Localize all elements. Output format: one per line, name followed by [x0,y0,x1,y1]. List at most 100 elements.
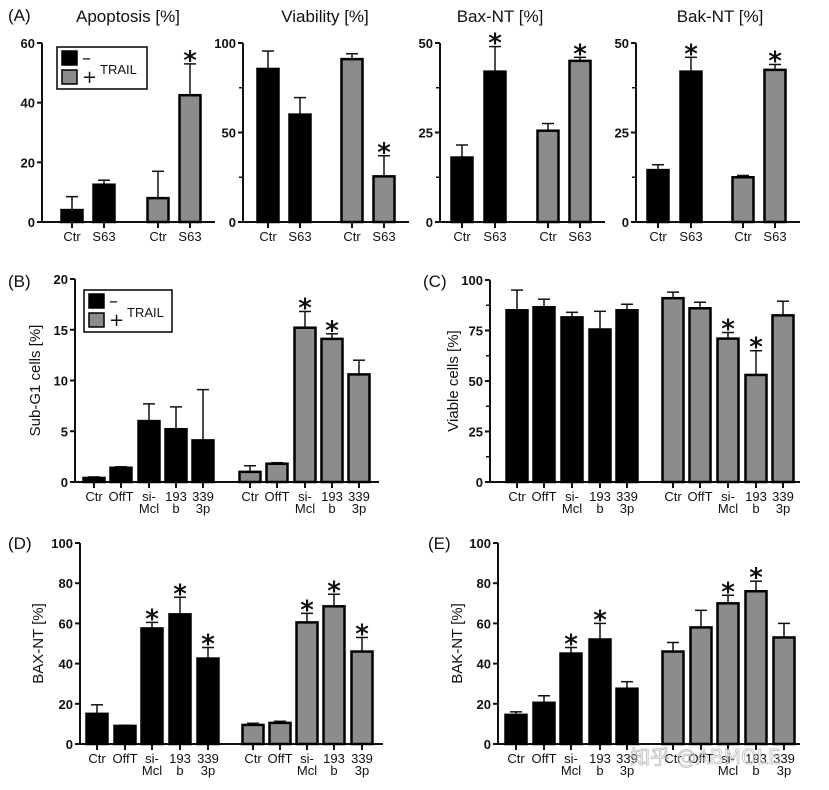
bar-minus [113,724,137,746]
bar-minus [450,156,474,224]
bar-plus [771,314,795,484]
legend: –+ TRAIL [56,46,148,90]
x-tick-label: S63 [679,229,702,244]
chart-panel-a3: Bax-NT [%] 0 25 50 Ctr S63 * Ctr S63 * [419,7,605,244]
bar-minus [559,652,583,746]
significance-star: * [173,579,187,609]
legend-symbol-plus: + [109,310,124,331]
bar-minus [615,687,639,746]
x-tick-label: 3p [777,763,791,778]
x-tick-label: si- [721,751,735,766]
x-tick-label: S63 [178,229,201,244]
bar-minus [140,627,164,746]
x-tick-label: 193 [323,751,345,766]
x-tick-label: S63 [483,229,506,244]
legend-swatch-plus [61,69,78,85]
bar-minus [256,67,280,224]
bar-minus [196,657,220,746]
y-tick-label: 100 [461,273,483,288]
bar-minus [532,306,556,484]
y-tick-label: 100 [469,536,491,551]
x-tick-label: b [328,501,335,516]
y-tick-label: 100 [214,36,236,51]
bar-plus [372,175,396,224]
x-tick-label: 339 [348,489,370,504]
y-tick-label: 10 [54,374,68,389]
significance-star: * [768,46,782,76]
x-tick-label: 339 [616,751,638,766]
significance-star: * [300,595,314,625]
bar-plus [268,721,292,746]
bar-minus [483,70,507,224]
x-tick-label: Mcl [297,763,317,778]
bar-minus [168,613,192,746]
x-tick-label: b [172,501,179,516]
y-tick-label: 0 [229,215,236,230]
x-tick-label: Ctr [88,751,106,766]
chart-panel-a2: Viability [%] 0 50 100 Ctr S63 Ctr S63 * [214,7,409,244]
y-tick-label: 40 [21,96,35,111]
chart-panel-a1: (A) Apoptosis [%] 0 20 40 60 Ctr S63 Ctr S63 * –+ TR… [8,6,215,244]
x-tick-label: Ctr [149,229,167,244]
x-tick-label: 193 [589,489,611,504]
significance-star: * [201,630,215,660]
legend-symbol-minus: – [109,291,118,312]
significance-star: * [355,619,369,649]
bar-plus [661,296,685,484]
x-tick-label: 193 [169,751,191,766]
x-tick-label: 193 [589,751,611,766]
bar-plus [772,636,796,746]
y-axis-label: BAK-NT [%] [449,603,466,684]
legend-swatch-plus [88,312,105,328]
x-tick-label: 193 [165,489,187,504]
bar-plus [689,626,713,746]
x-tick-label: Ctr [508,489,526,504]
bar-minus [560,316,584,484]
legend-symbol-plus: + [82,67,97,88]
x-tick-label: Ctr [507,751,525,766]
significance-star: * [684,39,698,69]
chart-title: Bax-NT [%] [457,7,544,26]
x-tick-label: OffT [264,489,289,504]
x-tick-label: si- [564,751,578,766]
x-tick-label: 3p [352,501,366,516]
chart-title: Apoptosis [%] [76,7,180,26]
x-tick-label: Ctr [343,229,361,244]
y-tick-label: 60 [21,36,35,51]
panel-label: (D) [8,534,32,553]
x-tick-label: OffT [108,489,133,504]
x-tick-label: OffT [267,751,292,766]
x-tick-label: OffT [531,751,556,766]
x-tick-label: S63 [763,229,786,244]
significance-star: * [298,293,312,323]
bar-minus [60,208,84,224]
y-tick-label: 20 [477,697,491,712]
significance-star: * [749,333,763,363]
x-tick-label: 193 [745,489,767,504]
x-tick-label: S63 [372,229,395,244]
bar-minus [679,70,703,224]
bar-plus [744,589,768,746]
x-tick-label: Ctr [539,229,557,244]
bar-minus [588,638,612,746]
legend-label: TRAIL [100,62,137,77]
significance-star: * [593,605,607,635]
bar-plus [763,68,787,224]
bar-plus [536,129,560,224]
y-tick-label: 20 [59,697,73,712]
bar-plus [350,650,374,746]
y-tick-label: 50 [615,36,629,51]
y-axis-label: BAX-NT [%] [30,603,47,684]
x-tick-label: si- [298,489,312,504]
significance-star: * [573,39,587,69]
x-tick-label: OffT [688,751,713,766]
significance-star: * [488,29,502,59]
bar-plus [340,57,364,224]
y-tick-label: 50 [419,36,433,51]
x-tick-label: Ctr [259,229,277,244]
x-tick-label: S63 [288,229,311,244]
x-tick-label: b [752,501,759,516]
